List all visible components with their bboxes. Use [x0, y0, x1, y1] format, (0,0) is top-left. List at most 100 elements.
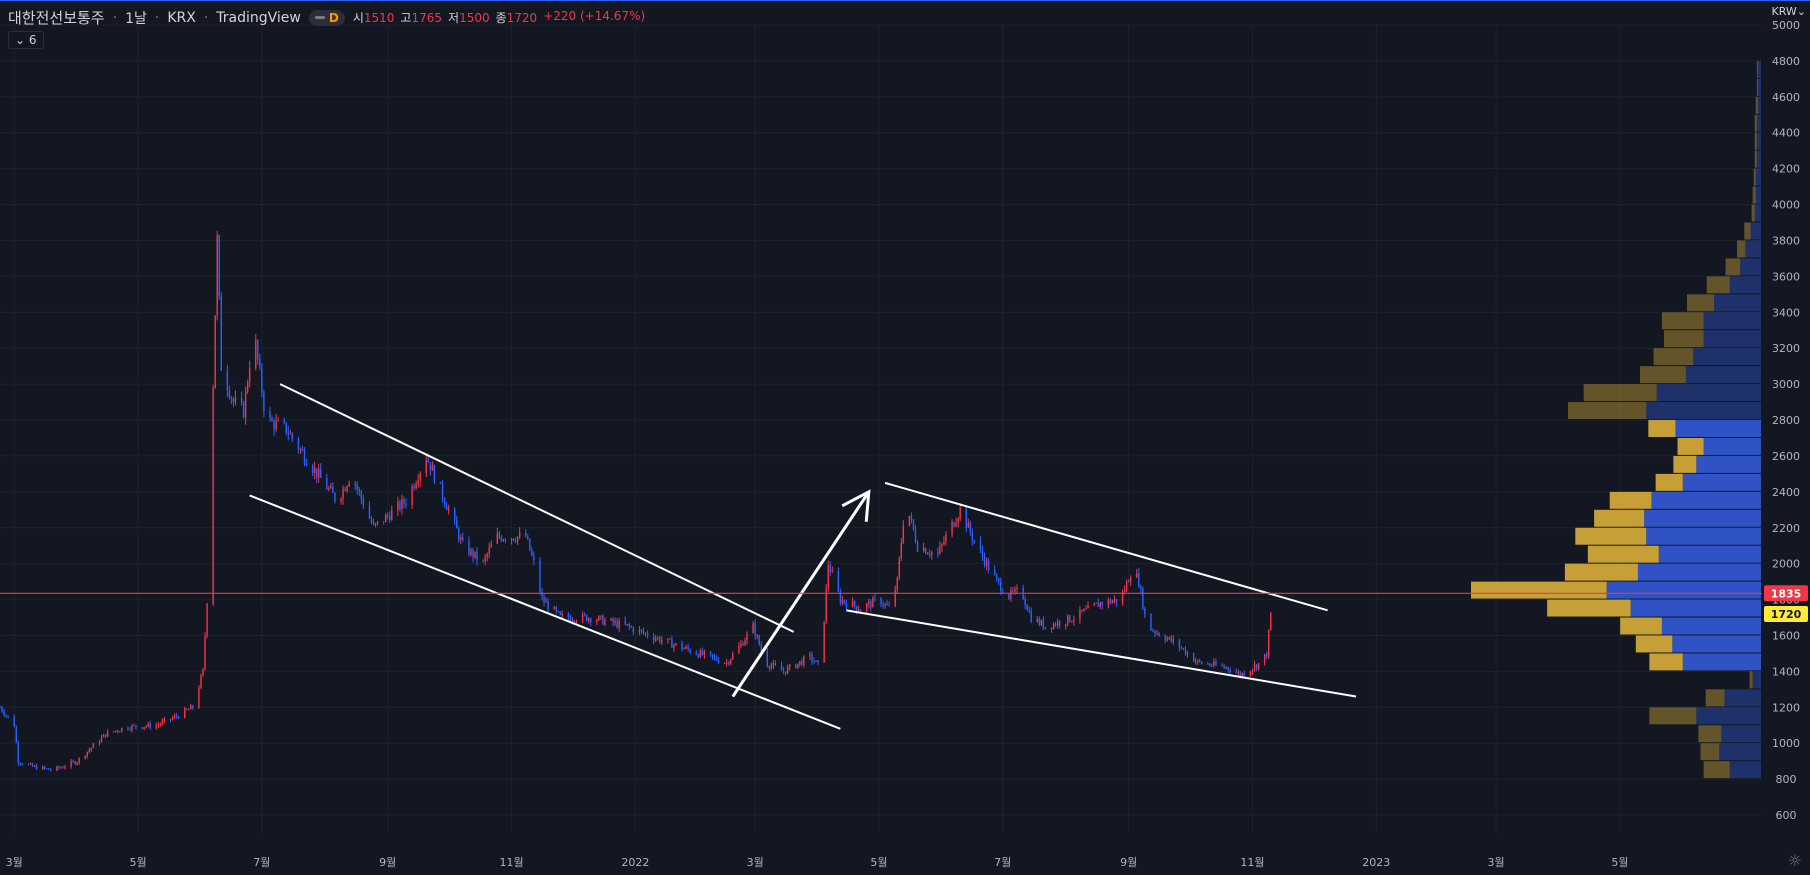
candle-body	[502, 539, 505, 541]
candle-body	[853, 601, 856, 607]
drawing-layer[interactable]	[0, 383, 1762, 730]
candle-body	[470, 549, 472, 555]
candle-body	[900, 542, 903, 559]
candle-body	[667, 638, 669, 641]
candle-body	[1107, 599, 1110, 606]
candle-body	[387, 514, 389, 517]
volume-profile-bar	[1706, 276, 1730, 294]
candle-body	[344, 488, 346, 491]
candle-body	[64, 766, 66, 768]
candle-body	[723, 662, 726, 664]
candle-body	[1239, 672, 1242, 677]
candle-body	[811, 653, 813, 662]
price-tick-label: 800	[1776, 773, 1797, 786]
candle-body	[754, 623, 756, 636]
candle-body	[510, 538, 513, 541]
candle-body	[482, 560, 484, 562]
price-tick-label: 5000	[1772, 19, 1800, 32]
candle-body	[456, 519, 458, 529]
gear-icon[interactable]: ☼	[1787, 851, 1802, 870]
legend-separator: ·	[154, 9, 160, 26]
market-status-badge[interactable]: D	[308, 9, 345, 26]
volume-profile-bar	[1754, 204, 1761, 222]
candle-body	[228, 390, 231, 398]
candle-body	[612, 618, 614, 623]
candle-body	[1085, 608, 1087, 610]
candle-body	[62, 767, 64, 769]
candle-body	[857, 610, 860, 612]
candle-body	[141, 727, 143, 729]
candle-body	[1087, 605, 1089, 609]
candle-body	[291, 433, 294, 439]
candle-body	[1223, 665, 1225, 668]
candle-body	[829, 565, 831, 573]
candle-body	[738, 645, 740, 654]
candle-body	[425, 459, 428, 473]
candle-body	[474, 551, 476, 558]
candle-body	[661, 640, 663, 643]
candle-body	[1099, 602, 1101, 607]
candle-body	[1030, 611, 1032, 622]
volume-profile-bar	[1757, 96, 1761, 114]
candle-body	[41, 766, 44, 770]
candle-body	[1209, 664, 1211, 666]
candle-body	[33, 765, 36, 767]
candle-body	[60, 767, 62, 769]
candle-body	[326, 477, 328, 490]
candle-body	[924, 548, 927, 554]
candle-body	[488, 547, 490, 555]
volume-profile-bar	[1749, 671, 1753, 689]
low-label: 저	[448, 11, 460, 25]
candle-body	[334, 492, 336, 502]
time-axis[interactable]: 3월 5월 7월 9월 11월 2022 3월 5월 7월 9월 11월 2023 3월 5월	[6, 856, 1629, 869]
candle-body	[297, 438, 300, 450]
candle-body	[417, 480, 419, 484]
interval-label[interactable]: 1날	[125, 10, 147, 27]
price-tick-label: 4600	[1772, 91, 1800, 104]
candle-body	[498, 533, 501, 538]
candle-body	[159, 723, 162, 725]
candle-body	[374, 523, 377, 525]
candle-body	[1097, 602, 1099, 607]
candle-body	[624, 620, 626, 625]
volume-profile-bar	[1682, 653, 1761, 671]
candle-body	[468, 540, 470, 555]
candle-body	[486, 554, 488, 557]
candle-body	[453, 509, 456, 520]
candle-body	[687, 646, 689, 650]
candle-body	[1040, 620, 1043, 625]
candle-body	[92, 743, 95, 748]
candle-body	[175, 715, 178, 717]
candle-body	[740, 643, 742, 646]
candle-body	[709, 651, 712, 654]
candle-body	[342, 488, 344, 499]
candle-body	[531, 550, 533, 556]
candle-body	[1113, 599, 1116, 602]
candle-body	[1182, 648, 1185, 650]
change-value: +220 (+14.67%)	[543, 9, 646, 23]
volume-profile-bar	[1651, 491, 1761, 509]
time-tick-label: 7월	[994, 856, 1011, 869]
candle-body	[673, 644, 675, 648]
symbol-name[interactable]: 대한전선보통주	[8, 9, 105, 27]
candle-body	[689, 649, 691, 653]
candle-body	[1270, 612, 1272, 631]
volume-profile-bar	[1740, 258, 1761, 276]
candle-body	[273, 421, 275, 429]
candle-body	[149, 723, 151, 728]
candle-body	[27, 764, 30, 766]
candle-body	[1093, 603, 1095, 606]
indicators-toggle[interactable]: ⌄ 6	[8, 31, 44, 49]
candle-body	[244, 391, 247, 418]
candle-body	[198, 687, 200, 709]
volume-profile-bar	[1756, 78, 1758, 96]
candle-body	[1152, 630, 1154, 632]
price-tick-label: 1400	[1772, 665, 1800, 678]
candle-body	[271, 418, 273, 422]
price-axis[interactable]: 6008001000120014001600180020002200240026…	[1764, 19, 1808, 822]
volume-profile-bar	[1753, 168, 1756, 186]
candle-body	[173, 715, 176, 718]
currency-selector[interactable]: KRW⌄	[1771, 5, 1806, 18]
